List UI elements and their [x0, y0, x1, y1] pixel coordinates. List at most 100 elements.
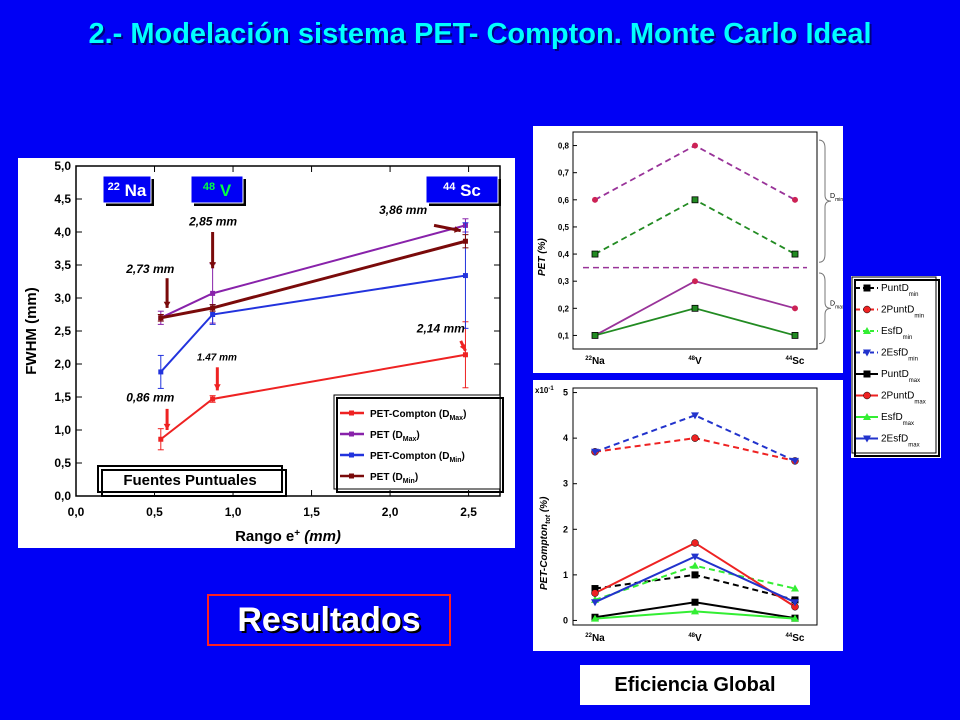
legend-marker — [349, 410, 354, 416]
data-point — [791, 584, 799, 592]
y-axis-label: PET (%) — [537, 238, 548, 276]
data-point — [158, 436, 164, 442]
series-1 — [591, 196, 799, 258]
series-3 — [591, 304, 799, 339]
series-line — [594, 144, 796, 201]
isotope-box-sc: 44 Sc — [425, 175, 501, 206]
y-tick-label: 0,1 — [558, 331, 570, 340]
y-tick-label: 2,0 — [54, 357, 71, 371]
y-tick-label: 1,5 — [54, 390, 71, 404]
y-tick-label: 0,5 — [54, 456, 71, 470]
legend-entry: PET (DMax) — [370, 430, 420, 443]
y-tick-label: 3 — [563, 479, 568, 489]
data-point — [791, 599, 799, 607]
legend-marker — [863, 305, 871, 314]
legend-marker — [863, 391, 871, 400]
data-point — [158, 315, 164, 321]
legend-marker — [863, 284, 871, 292]
data-point — [691, 196, 699, 204]
data-point — [792, 196, 798, 203]
legend-marker — [863, 349, 871, 357]
legend-entry: PuntDmin — [881, 283, 918, 298]
arrow-head — [163, 423, 171, 430]
data-point — [591, 589, 599, 597]
fuentes-shadow — [101, 469, 287, 497]
y-tick-label: 0 — [563, 615, 568, 625]
legend: PET-Compton (DMax) PET (DMax) PET-Compton … — [333, 394, 504, 493]
series-line — [594, 564, 796, 601]
fuentes-label: Fuentes Puntuales — [123, 472, 256, 489]
legend-entry: PET-Compton (DMin) — [370, 451, 465, 464]
box-bg — [425, 175, 499, 204]
x-tick-label: 48V — [688, 633, 702, 644]
x-tick-label: 2,0 — [382, 505, 399, 519]
arrow-head — [209, 262, 216, 269]
y-tick-label: 4,0 — [54, 225, 71, 239]
data-point — [462, 273, 468, 279]
series-6 — [591, 607, 799, 622]
pet-compton-legend: PuntDmin 2PuntDmin EsfDmin 2EsfDmin PuntDmax… — [851, 276, 941, 458]
legend-shadow — [854, 279, 940, 457]
brace-label: Dmax — [830, 300, 843, 310]
data-point — [591, 448, 599, 456]
annotation: 3,86 mm — [379, 203, 427, 217]
box-bg — [190, 175, 244, 204]
y-tick-label: 4 — [563, 433, 568, 443]
legend-entry: PET-Compton (DMax) — [370, 409, 466, 422]
series-line — [160, 224, 466, 319]
legend-entry: PET (DMin) — [370, 472, 418, 485]
arrow-head — [163, 301, 171, 308]
isotope-box-na: 22 Na — [102, 175, 154, 206]
legend-marker — [863, 370, 871, 378]
pet-efficiency-chart: 0,1 0,2 0,3 0,4 0,5 0,6 0,7 0,8 22Na 48V 44Sc PET (… — [533, 126, 843, 373]
legend-entry: 2PuntDmin — [881, 305, 924, 320]
pet-compton-efficiency-chart: 0 1 2 3 4 5 x10-1 22Na 48V 44Sc PET-Comptontot (%) — [533, 380, 843, 651]
legend-marker — [349, 452, 354, 458]
data-point — [210, 290, 216, 296]
y-tick-label: 0,2 — [558, 304, 570, 313]
arrow-head — [459, 343, 466, 351]
legend-entry: 2EsfDmax — [881, 434, 920, 449]
x-tick-label: 44Sc — [786, 633, 805, 644]
data-point — [158, 369, 164, 375]
data-point — [791, 614, 799, 622]
series-3 — [591, 412, 799, 465]
y-axis-label: FWHM (mm) — [23, 287, 40, 374]
legend-entry: EsfDmax — [881, 412, 914, 427]
eficiencia-global-label: Eficiencia Global — [580, 665, 810, 705]
fwhm-chart: 0,0 0,5 1,0 1,5 2,0 2,5 3,0 3,5 4,0 4,5 5,0 0,0 0,5 1… — [18, 158, 515, 548]
data-point — [691, 539, 699, 547]
data-point — [691, 434, 699, 442]
arrow-head — [454, 226, 461, 233]
data-point — [462, 352, 468, 358]
annotation: 2,85 mm — [188, 214, 237, 228]
x-tick-label: 48V — [688, 356, 702, 367]
y-tick-label: 3,5 — [54, 258, 71, 272]
y-tick-label: 1 — [563, 570, 568, 580]
annotation: 2,73 mm — [125, 262, 174, 276]
series-line — [594, 198, 796, 255]
legend-marker — [863, 327, 871, 334]
data-point — [210, 305, 216, 311]
legend-entry: 2EsfDmin — [881, 348, 918, 363]
data-point — [591, 250, 599, 258]
series-2 — [591, 561, 799, 603]
series-line — [160, 239, 466, 320]
y-tick-label: 5 — [563, 388, 568, 398]
y-tick-label: 0,7 — [558, 169, 570, 178]
y-tick-label: 0,0 — [54, 489, 71, 503]
y-tick-label: 4,5 — [54, 192, 71, 206]
y-tick-label: 0,5 — [558, 223, 570, 232]
data-point — [210, 312, 216, 317]
y-axis-label: PET-Comptontot (%) — [539, 496, 552, 590]
data-point — [592, 196, 598, 203]
brace — [818, 139, 832, 263]
x-tick-label: 1,0 — [225, 505, 242, 519]
legend-marker — [863, 413, 871, 420]
fuentes-box: Fuentes Puntuales — [97, 465, 287, 497]
legend-entry: EsfDmin — [881, 326, 912, 341]
x-tick-label: 22Na — [585, 356, 605, 367]
series-1 — [591, 434, 799, 465]
series-line — [594, 414, 796, 462]
data-point — [791, 457, 799, 465]
